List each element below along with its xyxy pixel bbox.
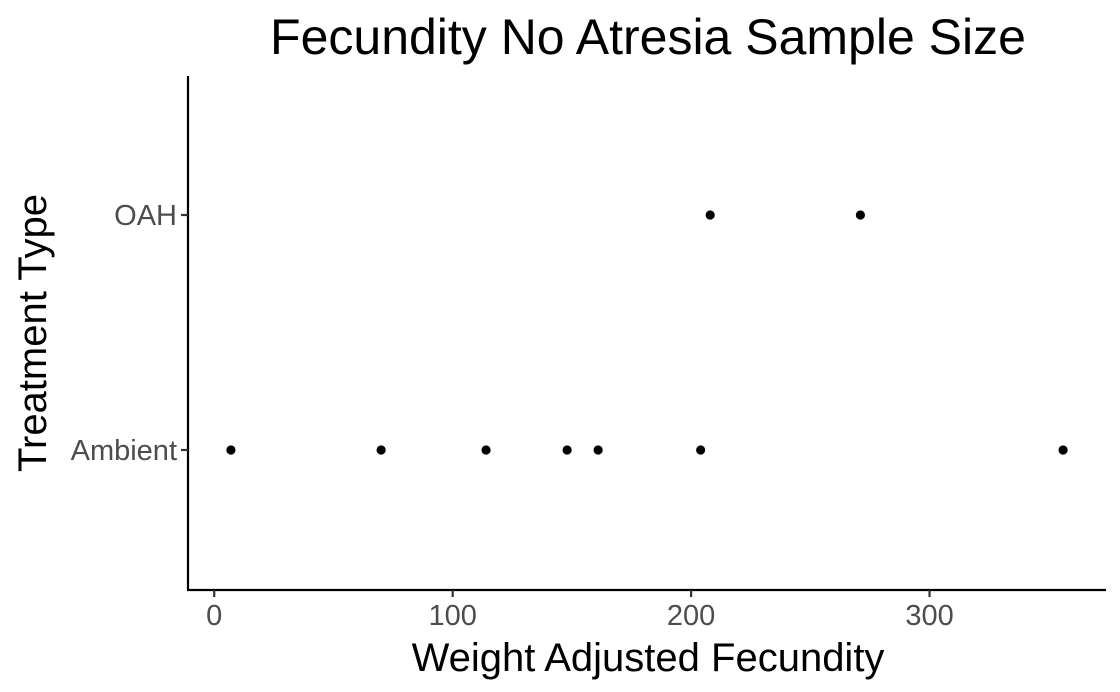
data-points bbox=[226, 210, 1068, 455]
data-point-oah-0 bbox=[705, 210, 715, 220]
data-point-ambient-3 bbox=[376, 445, 386, 455]
y-tick-label-oah: OAH bbox=[114, 200, 177, 232]
x-tick-label-0: 0 bbox=[206, 600, 222, 632]
y-axis-label: Treatment Type bbox=[11, 194, 55, 472]
x-tick-label-100: 100 bbox=[428, 600, 476, 632]
data-point-oah-1 bbox=[855, 210, 866, 220]
data-point-ambient-4 bbox=[481, 445, 491, 455]
chart-title: Fecundity No Atresia Sample Size bbox=[270, 9, 1026, 65]
data-point-ambient-7 bbox=[696, 445, 706, 455]
x-axis-ticks: 0 100 200 300 bbox=[206, 590, 954, 632]
plot-area: Ambient OAH 0 100 200 300 bbox=[71, 76, 1106, 632]
data-point-ambient-8 bbox=[1058, 445, 1068, 455]
y-axis-ticks: Ambient OAH bbox=[71, 200, 188, 467]
x-tick-label-300: 300 bbox=[905, 600, 953, 632]
data-point-ambient-2 bbox=[226, 445, 236, 455]
data-point-ambient-5 bbox=[562, 445, 572, 455]
data-point-ambient-6 bbox=[593, 445, 603, 455]
x-tick-label-200: 200 bbox=[667, 600, 715, 632]
x-axis-label: Weight Adjusted Fecundity bbox=[412, 636, 885, 680]
y-tick-label-ambient: Ambient bbox=[71, 435, 177, 467]
